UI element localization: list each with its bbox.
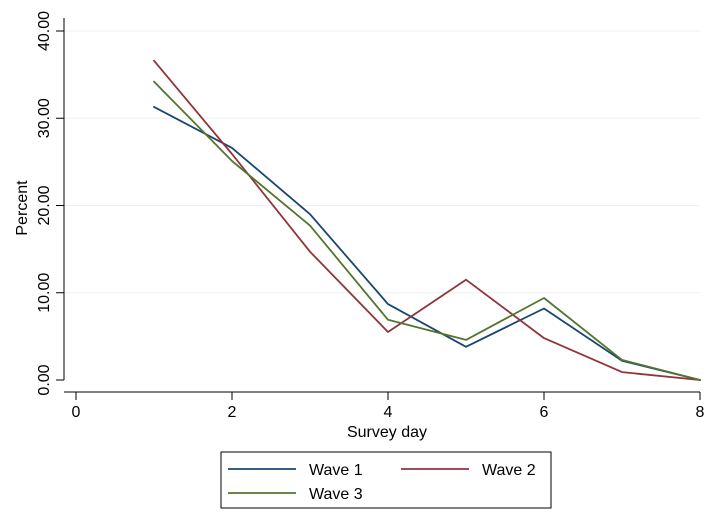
gridlines — [64, 30, 700, 294]
y-ticks: 0.00 10.00 20.00 30.00 40.00 — [36, 11, 64, 396]
axes — [63, 18, 700, 393]
y-tick-label: 20.00 — [36, 185, 53, 225]
y-tick-label: 30.00 — [36, 98, 53, 138]
x-tick-label: 2 — [228, 404, 237, 421]
y-tick-label: 0.00 — [36, 364, 53, 395]
legend-label-wave-2: Wave 2 — [482, 462, 536, 479]
legend-label-wave-1: Wave 1 — [309, 462, 363, 479]
series-line-wave-3 — [153, 80, 701, 381]
x-axis-title: Survey day — [347, 424, 427, 441]
y-axis-title: Percent — [14, 180, 31, 236]
y-tick-label: 40.00 — [36, 11, 53, 51]
x-tick-label: 0 — [72, 404, 81, 421]
x-tick-label: 8 — [696, 404, 705, 421]
x-tick-label: 4 — [384, 404, 393, 421]
series-lines — [153, 59, 701, 381]
x-tick-label: 6 — [540, 404, 549, 421]
series-line-wave-1 — [153, 106, 701, 381]
y-tick-label: 10.00 — [36, 273, 53, 313]
legend: Wave 1 Wave 2 Wave 3 — [220, 451, 552, 509]
x-ticks: 0 2 4 6 8 — [72, 392, 705, 421]
series-line-wave-2 — [153, 59, 701, 381]
legend-box — [220, 451, 552, 509]
legend-label-wave-3: Wave 3 — [309, 486, 363, 503]
